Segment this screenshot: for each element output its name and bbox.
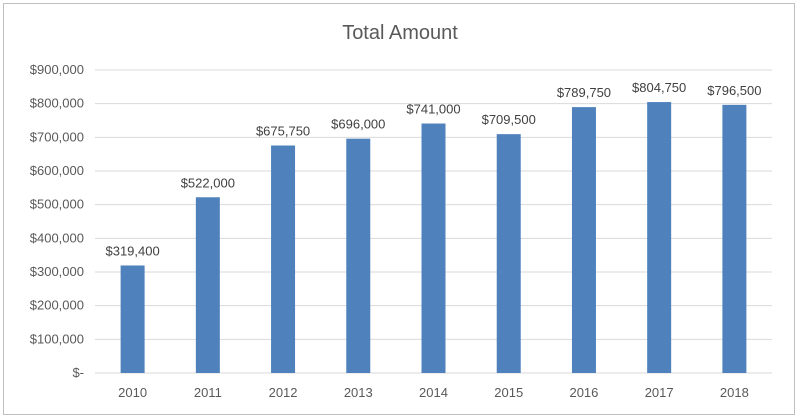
y-tick-label: $- — [72, 365, 84, 380]
data-label: $741,000 — [406, 102, 460, 117]
y-tick-label: $400,000 — [30, 230, 84, 245]
bar — [571, 107, 596, 374]
x-tick-label: 2018 — [720, 385, 749, 400]
bar — [647, 102, 672, 373]
y-tick-label: $800,000 — [30, 96, 84, 111]
y-tick-label: $900,000 — [30, 62, 84, 77]
data-label: $709,500 — [482, 112, 536, 127]
bar — [421, 123, 446, 373]
bar — [496, 134, 521, 373]
y-tick-label: $300,000 — [30, 264, 84, 279]
x-tick-label: 2010 — [118, 385, 147, 400]
bars — [120, 102, 747, 374]
y-tick-label: $500,000 — [30, 197, 84, 212]
x-tick-label: 2015 — [494, 385, 523, 400]
x-tick-label: 2017 — [645, 385, 674, 400]
data-label: $319,400 — [105, 243, 159, 258]
data-label: $796,500 — [707, 83, 761, 98]
x-tick-label: 2011 — [194, 385, 222, 400]
y-tick-label: $600,000 — [30, 163, 84, 178]
x-tick-label: 2014 — [419, 385, 448, 400]
chart-title: Total Amount — [342, 22, 458, 44]
x-tick-label: 2016 — [569, 385, 598, 400]
y-tick-label: $700,000 — [30, 129, 84, 144]
data-label: $522,000 — [181, 175, 235, 190]
y-axis-tick-labels: $- $100,000 $200,000 $300,000 $400,000 $500,0… — [30, 62, 84, 380]
bar — [271, 145, 296, 373]
y-tick-label: $100,000 — [30, 331, 84, 346]
x-tick-label: 2013 — [344, 385, 373, 400]
y-tick-label: $200,000 — [30, 298, 84, 313]
x-tick-label: 2012 — [269, 385, 298, 400]
bar — [722, 104, 747, 373]
bar — [346, 138, 371, 373]
data-label: $789,750 — [557, 85, 611, 100]
bar — [195, 197, 220, 373]
data-label: $696,000 — [331, 117, 385, 132]
data-label: $675,750 — [256, 123, 310, 138]
bar — [120, 265, 145, 373]
x-axis-tick-labels: 2010 2011 2012 2013 2014 2015 2016 2017 2018 — [118, 385, 749, 400]
data-label: $804,750 — [632, 80, 686, 95]
data-labels: $319,400 $522,000 $675,750 $696,000 $741,000… — [105, 80, 761, 258]
